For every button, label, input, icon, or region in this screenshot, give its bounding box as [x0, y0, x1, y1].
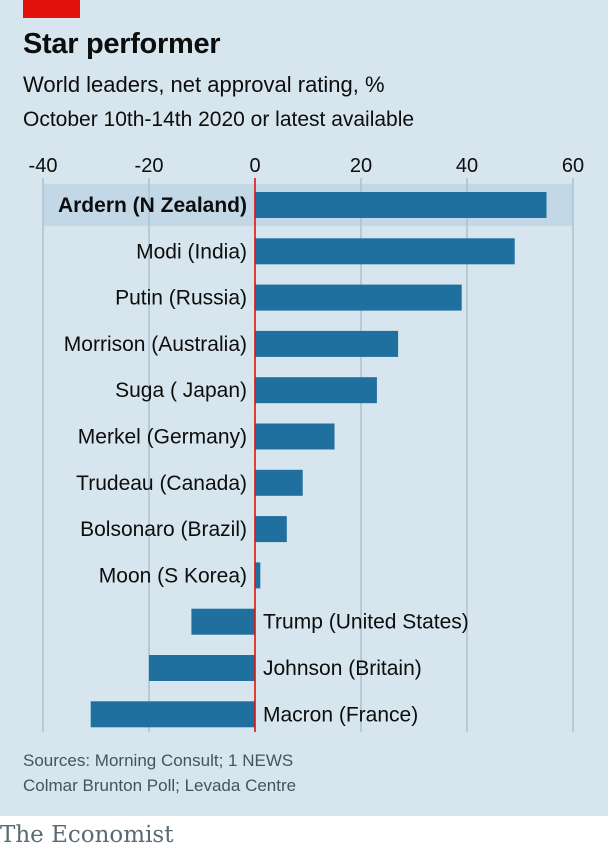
category-label: Morrison (Australia) [64, 333, 247, 356]
bar [191, 609, 255, 635]
economist-logo: The Economist [0, 822, 173, 848]
category-label: Putin (Russia) [115, 287, 247, 310]
source-line-1: Sources: Morning Consult; 1 NEWS [23, 748, 296, 773]
x-tick-label: 40 [456, 155, 478, 177]
category-label: Suga ( Japan) [115, 379, 247, 402]
bar [255, 470, 303, 496]
bar [255, 516, 287, 542]
category-label: Trump (United States) [263, 611, 469, 634]
bar [255, 331, 398, 357]
x-tick-label: 20 [350, 155, 372, 177]
category-label: Macron (France) [263, 703, 418, 726]
bar [255, 285, 462, 311]
category-label: Ardern (N Zealand) [58, 194, 247, 217]
bar [149, 655, 255, 681]
category-label: Modi (India) [136, 240, 247, 263]
chart-title: Star performer [23, 28, 220, 61]
source-line-2: Colmar Brunton Poll; Levada Centre [23, 773, 296, 798]
category-label: Merkel (Germany) [78, 426, 247, 449]
category-label: Johnson (Britain) [263, 657, 422, 680]
chart-subtitle: World leaders, net approval rating, % [23, 72, 385, 98]
source-note: Sources: Morning Consult; 1 NEWS Colmar … [23, 748, 296, 798]
bar [91, 701, 255, 727]
x-tick-label: 60 [562, 155, 584, 177]
x-tick-label: -20 [135, 155, 164, 177]
x-tick-label: -40 [29, 155, 58, 177]
category-label: Trudeau (Canada) [76, 472, 247, 495]
category-label: Bolsonaro (Brazil) [80, 518, 247, 541]
bar [255, 192, 547, 218]
date-note: October 10th-14th 2020 or latest availab… [23, 108, 414, 132]
red-tag [23, 0, 80, 18]
bar-chart: -40 -20 0 20 40 60 Ardern (N Zealand) Modi (In… [0, 140, 608, 740]
category-label: Moon (S Korea) [99, 564, 247, 587]
bar [255, 238, 515, 264]
bar [255, 377, 377, 403]
x-tick-label: 0 [249, 155, 260, 177]
bar [255, 424, 335, 450]
